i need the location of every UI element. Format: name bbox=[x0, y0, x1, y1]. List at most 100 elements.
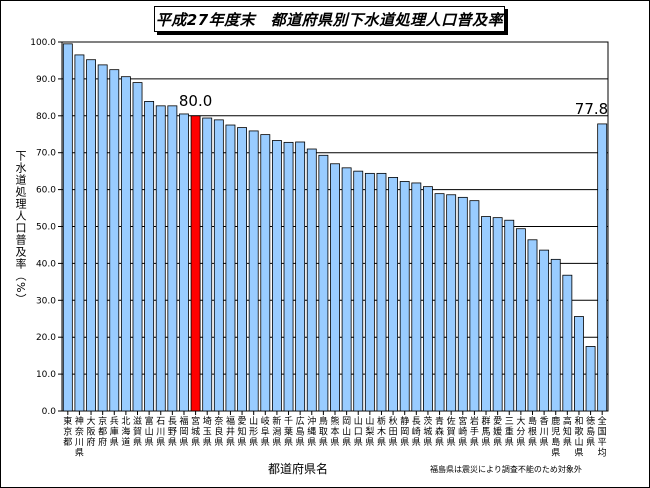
x-tick-label-char: 山 bbox=[365, 416, 374, 427]
x-tick-label-char: 岐 bbox=[261, 415, 270, 427]
bar-26 bbox=[353, 170, 364, 412]
x-tick-label-char: 和 bbox=[574, 416, 583, 427]
bar-5 bbox=[109, 69, 120, 412]
x-tick-label-char: 県 bbox=[133, 437, 142, 448]
x-tick-label-char: 宮 bbox=[458, 415, 467, 427]
x-tick-label-char: 賀 bbox=[133, 426, 142, 438]
x-tick-label-char: 島 bbox=[586, 426, 595, 438]
x-tick-label-char: 潟 bbox=[272, 426, 281, 438]
bar-34 bbox=[446, 194, 457, 412]
x-tick-label-char: 県 bbox=[505, 437, 514, 448]
x-tick-label-char: 県 bbox=[238, 437, 247, 448]
x-tick-label-char: 取 bbox=[319, 427, 328, 438]
x-tick-label-char: 山 bbox=[249, 416, 258, 427]
x-tick-label-char: 県 bbox=[214, 437, 223, 448]
y-tick-label: 60.0 bbox=[36, 186, 56, 196]
x-tick-label-char: 県 bbox=[156, 437, 165, 448]
x-tick-label-char: 東 bbox=[63, 415, 72, 427]
x-tick-label-char: 阜 bbox=[261, 426, 270, 438]
x-tick-label-char: 県 bbox=[377, 437, 386, 448]
x-tick-label-char: 岡 bbox=[342, 416, 351, 427]
x-tick-label-char: 石 bbox=[156, 417, 165, 427]
bar-22 bbox=[306, 148, 317, 412]
bar-2 bbox=[74, 54, 85, 412]
x-tick-label-char: 沖 bbox=[307, 415, 316, 427]
bar-10 bbox=[167, 105, 178, 412]
x-tick-label-char: 滋 bbox=[133, 415, 142, 427]
x-tick-label-char: 県 bbox=[203, 437, 212, 448]
bar-27 bbox=[364, 172, 375, 412]
x-tick-label-char: 県 bbox=[458, 437, 467, 448]
x-tick-label-char: 栃 bbox=[377, 415, 386, 427]
y-tick-label: 0.0 bbox=[42, 407, 57, 417]
x-tick-label-char: 媛 bbox=[493, 426, 502, 438]
x-tick-label-char: 広 bbox=[296, 415, 305, 427]
x-tick-label-char: 県 bbox=[563, 437, 572, 448]
bar-31 bbox=[411, 182, 422, 412]
x-tick-label-char: 県 bbox=[493, 437, 502, 448]
x-tick-label-char: 県 bbox=[191, 437, 200, 448]
bar-33 bbox=[434, 193, 445, 412]
x-tick-label-char: 愛 bbox=[493, 415, 502, 427]
bar-43 bbox=[550, 258, 561, 412]
x-tick-label-char: 岡 bbox=[179, 427, 188, 438]
x-tick-label-char: 千 bbox=[284, 416, 293, 427]
bar-14 bbox=[213, 119, 224, 412]
x-tick-label-char: 宮 bbox=[191, 415, 200, 427]
x-tick-label-char: 手 bbox=[470, 426, 479, 438]
x-tick-label-char: 馬 bbox=[482, 427, 491, 438]
y-tick-label: 70.0 bbox=[36, 149, 56, 159]
x-tick-label-char: 良 bbox=[214, 426, 223, 438]
x-tick-label-char: 城 bbox=[191, 427, 200, 438]
x-tick-label-char: 県 bbox=[574, 448, 583, 459]
bar-32 bbox=[423, 186, 433, 412]
x-tick-label-char: 県 bbox=[435, 437, 444, 448]
x-tick-label-char: 京 bbox=[98, 415, 107, 427]
average-label: 77.8 bbox=[575, 100, 608, 118]
bar-13 bbox=[202, 117, 213, 412]
x-tick-label-char: 県 bbox=[75, 448, 84, 459]
x-tick-label-char: 野 bbox=[168, 427, 177, 438]
x-tick-label-char: 海 bbox=[121, 426, 130, 438]
x-tick-label-char: 長 bbox=[168, 416, 177, 427]
bar-9 bbox=[155, 105, 166, 412]
x-tick-label-char: 鹿 bbox=[551, 415, 560, 427]
x-tick-label-char: 島 bbox=[296, 426, 305, 438]
x-tick-label-char: 崎 bbox=[412, 426, 421, 438]
y-tick-label: 80.0 bbox=[36, 112, 56, 122]
x-tick-label-char: 県 bbox=[145, 437, 154, 448]
bar-16 bbox=[237, 127, 247, 412]
x-tick-label-char: 県 bbox=[272, 437, 281, 448]
x-tick-label-char: 知 bbox=[563, 426, 572, 438]
bar-45 bbox=[574, 316, 584, 412]
bar-7 bbox=[132, 82, 143, 412]
bar-18 bbox=[260, 134, 271, 412]
x-tick-label-char: 県 bbox=[330, 437, 339, 448]
bar-44 bbox=[562, 274, 573, 412]
bar-4 bbox=[97, 64, 108, 412]
bar-36 bbox=[469, 200, 480, 412]
y-tick-label: 50.0 bbox=[36, 223, 56, 233]
bar-42 bbox=[539, 249, 550, 412]
y-tick-label: 40.0 bbox=[36, 259, 56, 269]
x-tick-label-char: 県 bbox=[168, 437, 177, 448]
x-tick-label-char: 県 bbox=[516, 437, 525, 448]
x-tick-label-char: 神 bbox=[75, 415, 84, 427]
x-tick-label-char: 玉 bbox=[203, 427, 212, 438]
x-tick-label-char: 県 bbox=[110, 437, 119, 448]
x-tick-label-char: 均 bbox=[598, 447, 607, 459]
x-axis-label: 都道府県名 bbox=[268, 462, 329, 476]
x-tick-label-char: 川 bbox=[75, 438, 84, 448]
x-tick-label-char: 川 bbox=[156, 428, 165, 438]
x-tick-label-char: 県 bbox=[179, 437, 188, 448]
footnote: 福島県は震災により調査不能のため対象外 bbox=[430, 465, 582, 474]
x-tick-label-char: 全 bbox=[598, 415, 607, 427]
bar-39 bbox=[504, 219, 515, 412]
x-tick-label-char: 山 bbox=[145, 427, 154, 438]
x-tick-label-char: 香 bbox=[540, 416, 549, 427]
bar-21 bbox=[295, 141, 306, 412]
bar-15 bbox=[225, 124, 236, 412]
bar-20 bbox=[283, 141, 294, 412]
x-tick-label-char: 歌 bbox=[574, 426, 583, 438]
